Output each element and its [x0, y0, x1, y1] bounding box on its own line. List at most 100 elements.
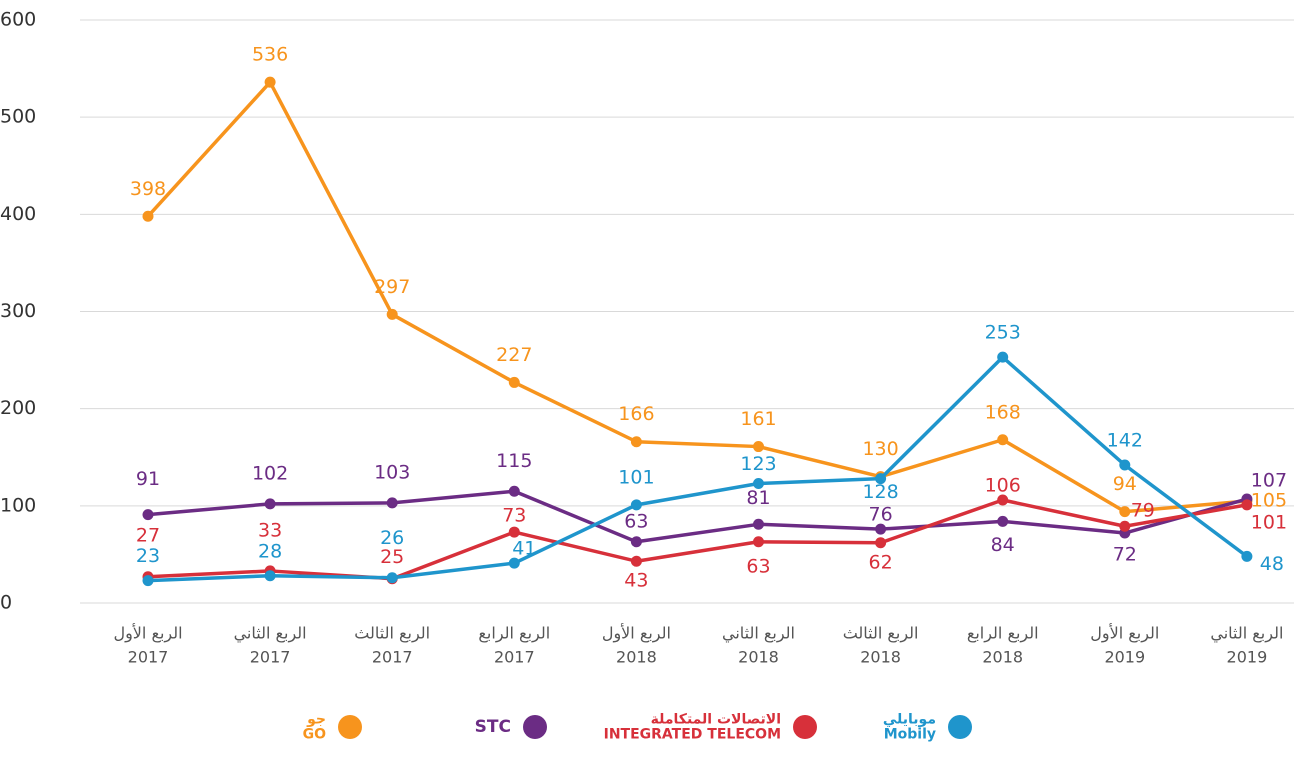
value-label: 63	[624, 510, 648, 532]
legend-swatch	[948, 715, 972, 739]
data-point	[508, 485, 520, 497]
value-label: 161	[740, 408, 776, 430]
y-tick-label: 300	[0, 300, 36, 322]
data-point	[875, 523, 887, 535]
x-tick-label: 2018	[738, 648, 779, 667]
value-label: 84	[991, 534, 1015, 556]
x-tick-label: 2017	[372, 648, 413, 667]
data-point	[753, 477, 764, 489]
value-label: 76	[869, 504, 893, 526]
value-label: 25	[380, 546, 404, 568]
legend-label: موبايلي	[883, 712, 936, 728]
legend-label: GO	[303, 727, 326, 743]
series-line	[147, 498, 1248, 581]
legend-label: الاتصالات المتكاملة	[651, 712, 781, 728]
value-label: 94	[1113, 473, 1137, 495]
value-label: 168	[985, 401, 1021, 423]
x-tick-label: 2018	[982, 648, 1023, 667]
data-point	[264, 76, 276, 88]
value-label: 130	[862, 438, 898, 460]
value-label: 398	[130, 178, 166, 200]
value-label: 23	[136, 545, 160, 567]
data-point	[386, 572, 398, 584]
data-point	[997, 351, 1009, 363]
data-point	[753, 441, 764, 453]
value-label: 26	[380, 527, 404, 549]
value-label: 297	[374, 276, 410, 298]
x-tick-label: 2017	[494, 648, 535, 667]
y-tick-label: 500	[0, 106, 36, 128]
x-tick-label: 2018	[616, 648, 657, 667]
data-point	[875, 473, 887, 485]
data-point	[1119, 506, 1131, 518]
data-point	[508, 526, 520, 538]
legend-label: جو	[306, 712, 326, 728]
data-point	[997, 434, 1009, 446]
value-label: 142	[1107, 430, 1143, 452]
data-point	[753, 536, 764, 548]
series-line	[146, 80, 1248, 514]
data-point	[508, 376, 520, 388]
data-point	[386, 497, 398, 509]
data-point	[508, 557, 520, 569]
legend-label: STC	[475, 717, 511, 737]
value-label: 48	[1260, 553, 1284, 575]
value-label: 123	[740, 453, 776, 475]
value-label: 101	[1251, 511, 1287, 533]
data-point	[630, 436, 642, 448]
data-point	[630, 536, 642, 548]
value-label: 105	[1251, 489, 1287, 511]
value-label: 33	[258, 519, 282, 541]
data-point	[264, 570, 276, 582]
value-label: 63	[746, 555, 770, 577]
data-point	[142, 509, 154, 521]
value-label: 28	[258, 540, 282, 562]
x-tick-label: الربع الأول	[113, 623, 182, 644]
value-label: 27	[136, 524, 160, 546]
data-point	[386, 308, 398, 320]
value-label: 62	[869, 551, 893, 573]
value-label: 102	[252, 462, 288, 484]
series-line	[147, 355, 1248, 583]
data-point	[997, 515, 1009, 527]
x-tick-label: الربع الثاني	[234, 624, 307, 644]
value-label: 106	[985, 475, 1021, 497]
value-label: 79	[1131, 500, 1155, 522]
data-point	[1241, 499, 1253, 511]
data-point	[997, 494, 1009, 506]
value-label: 227	[496, 344, 532, 366]
value-label: 72	[1113, 544, 1137, 566]
legend-swatch	[338, 715, 362, 739]
value-label: 103	[374, 461, 410, 483]
x-tick-label: الربع الثالث	[843, 624, 919, 644]
value-label: 536	[252, 44, 288, 66]
data-point	[1119, 520, 1131, 532]
value-label: 43	[624, 570, 648, 592]
x-tick-label: الربع الثالث	[354, 624, 430, 644]
x-tick-label: 2018	[860, 648, 901, 667]
x-tick-label: الربع الرابع	[967, 624, 1039, 644]
value-label: 91	[136, 468, 160, 490]
y-tick-label: 400	[0, 203, 36, 225]
series-line	[147, 489, 1248, 544]
legend-label: INTEGRATED TELECOM	[604, 727, 781, 743]
y-tick-label: 600	[0, 9, 36, 31]
data-point	[875, 537, 887, 549]
x-tick-label: الربع الثاني	[1210, 624, 1283, 644]
x-tick-label: 2019	[1227, 648, 1268, 667]
value-label: 73	[502, 505, 526, 527]
value-label: 166	[618, 403, 654, 425]
data-point	[264, 498, 276, 510]
data-point	[1119, 459, 1131, 471]
value-label: 128	[862, 481, 898, 503]
y-tick-label: 0	[0, 592, 12, 614]
x-tick-label: الربع الأول	[602, 623, 671, 644]
data-point	[1241, 550, 1253, 562]
value-label: 81	[746, 487, 770, 509]
x-tick-label: الربع الثاني	[722, 624, 795, 644]
x-tick-label: 2019	[1104, 648, 1145, 667]
y-tick-label: 100	[0, 494, 36, 516]
data-point	[630, 555, 642, 567]
legend-swatch	[793, 715, 817, 739]
